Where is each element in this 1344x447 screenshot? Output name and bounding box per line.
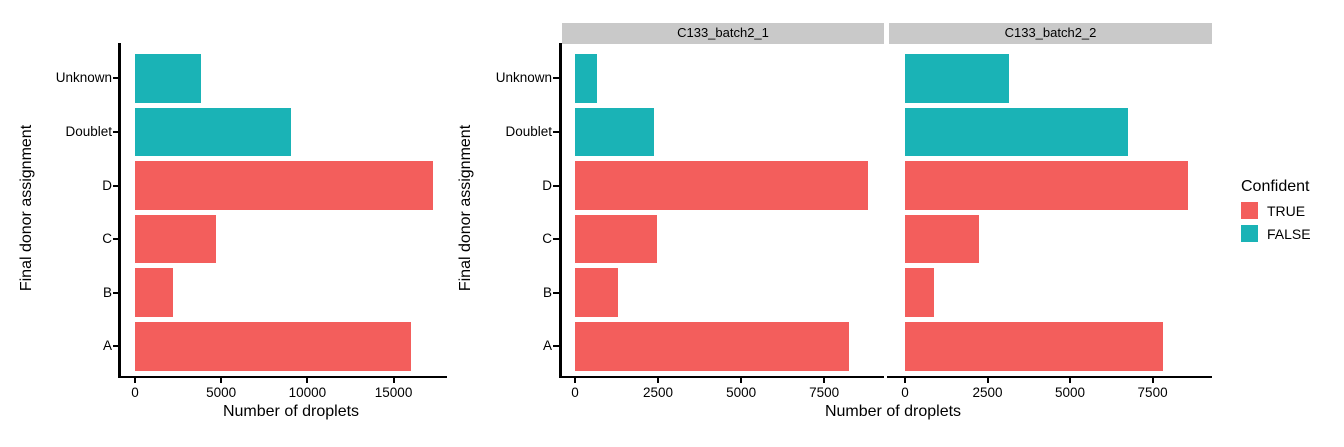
legend-swatch-true-icon [1241, 202, 1258, 219]
x-axis-line [559, 375, 884, 378]
y-category-label: B [542, 284, 552, 300]
bar-a [575, 322, 850, 371]
x-tick-mark [1069, 378, 1072, 383]
x-tick-mark [574, 378, 576, 383]
y-category-label: A [102, 338, 112, 354]
legend-title: Confident [1241, 178, 1310, 195]
x-tick-label: 15000 [374, 385, 413, 400]
y-category-label: Unknown [55, 70, 112, 86]
bar-b [135, 268, 173, 317]
y-category-label: A [542, 338, 552, 354]
y-category-label: D [542, 177, 552, 193]
y-tick-mark [113, 238, 120, 241]
y-tick-mark [553, 130, 560, 133]
x-tick-label: 2500 [643, 385, 674, 400]
x-tick-label: 7500 [809, 385, 840, 400]
x-tick-mark [657, 378, 660, 383]
x-tick-mark [1151, 378, 1154, 383]
bar-a [135, 322, 411, 371]
y-tick-mark [113, 345, 120, 348]
y-tick-mark [553, 77, 560, 80]
y-tick-mark [553, 345, 560, 348]
bar-b [905, 268, 934, 317]
y-tick-mark [553, 291, 560, 294]
x-tick-label: 0 [571, 385, 579, 400]
bar-unknown [135, 54, 201, 103]
y-category-label: Doublet [65, 123, 112, 139]
facet-strip-C133_batch2_1: C133_batch2_1 [562, 23, 884, 44]
legend-label-true: TRUE [1267, 202, 1306, 219]
x-tick-mark [740, 378, 743, 383]
x-tick-label: 0 [901, 385, 909, 400]
x-tick-mark [986, 378, 989, 383]
y-tick-mark [113, 184, 120, 187]
bar-unknown [905, 54, 1009, 103]
y-category-label: D [102, 177, 112, 193]
x-tick-label: 2500 [972, 385, 1003, 400]
bar-unknown [575, 54, 598, 103]
x-tick-mark [904, 378, 906, 383]
bar-b [575, 268, 619, 317]
y-tick-mark [113, 291, 120, 294]
x-tick-mark [220, 378, 223, 383]
x-tick-label: 5000 [726, 385, 757, 400]
x-axis-line [118, 375, 447, 378]
bar-doublet [135, 107, 291, 157]
x-tick-label: 10000 [288, 385, 327, 400]
bar-d [135, 161, 434, 210]
y-tick-mark [113, 130, 120, 133]
bar-c [135, 214, 216, 264]
x-tick-mark [823, 378, 826, 383]
bar-doublet [575, 107, 655, 157]
left-x-axis-title: Number of droplets [222, 403, 360, 420]
y-axis-line [559, 43, 562, 378]
y-tick-mark [553, 184, 560, 187]
x-tick-mark [392, 378, 395, 383]
x-tick-label: 5000 [1055, 385, 1086, 400]
x-tick-label: 7500 [1137, 385, 1168, 400]
y-category-label: Unknown [495, 70, 552, 86]
x-tick-label: 0 [131, 385, 139, 400]
y-axis-line [118, 43, 121, 378]
legend-item-false: FALSE [1241, 225, 1311, 242]
bar-d [905, 161, 1188, 210]
right-x-axis-title: Number of droplets [824, 403, 962, 420]
legend: Confident TRUE FALSE [1241, 178, 1311, 242]
bar-c [905, 214, 979, 264]
x-tick-label: 5000 [206, 385, 237, 400]
x-tick-mark [134, 378, 136, 383]
bar-a [905, 322, 1163, 371]
legend-item-true: TRUE [1241, 202, 1311, 219]
x-tick-mark [306, 378, 309, 383]
y-category-label: C [542, 231, 552, 247]
facet-strip-C133_batch2_2: C133_batch2_2 [889, 23, 1212, 44]
y-tick-mark [113, 77, 120, 80]
legend-swatch-false-icon [1241, 225, 1258, 242]
y-category-label: C [102, 231, 112, 247]
bar-c [575, 214, 658, 264]
bar-d [575, 161, 869, 210]
y-category-label: B [102, 284, 112, 300]
x-axis-line [887, 375, 1212, 378]
bar-doublet [905, 107, 1128, 157]
y-tick-mark [553, 238, 560, 241]
y-category-label: Doublet [505, 123, 552, 139]
legend-label-false: FALSE [1267, 225, 1311, 242]
